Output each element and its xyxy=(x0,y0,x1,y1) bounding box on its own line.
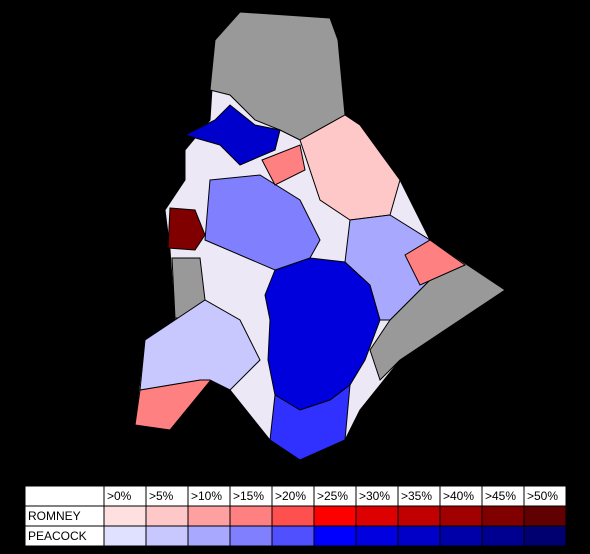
region-northeast xyxy=(299,114,401,221)
legend-threshold: >10% xyxy=(191,489,222,503)
legend-row-label: ROMNEY xyxy=(28,509,81,523)
legend-swatch xyxy=(355,505,399,527)
legend-threshold: >15% xyxy=(233,489,264,503)
legend-swatch xyxy=(397,525,441,547)
legend-header-label-cell xyxy=(24,485,105,507)
legend-swatch xyxy=(145,505,189,527)
legend-swatch xyxy=(313,525,357,547)
legend-swatch xyxy=(103,505,147,527)
legend-swatch xyxy=(481,505,525,527)
legend-swatch xyxy=(523,525,567,547)
legend-swatch xyxy=(187,525,231,547)
legend-swatch xyxy=(103,525,147,547)
county-map xyxy=(134,11,506,461)
region-west-dark xyxy=(167,207,206,251)
legend-swatch xyxy=(481,525,525,547)
region-mid xyxy=(204,174,321,271)
legend-swatch xyxy=(355,525,399,547)
region-south xyxy=(269,383,351,461)
legend-threshold: >35% xyxy=(401,489,432,503)
legend: >0% >5% >10% >15% >20% >25% >30% >35% >40% >45% >5… xyxy=(24,485,567,547)
region-east-red xyxy=(404,239,467,286)
legend-swatch xyxy=(439,505,483,527)
legend-swatch xyxy=(271,525,315,547)
legend-threshold: >45% xyxy=(485,489,516,503)
legend-threshold: >50% xyxy=(527,489,558,503)
legend-threshold: >25% xyxy=(317,489,348,503)
region-north-red xyxy=(261,144,306,186)
legend-swatch xyxy=(313,505,357,527)
legend-threshold: >30% xyxy=(359,489,390,503)
legend-swatch xyxy=(397,505,441,527)
legend-swatch xyxy=(145,525,189,547)
legend-threshold: >20% xyxy=(275,489,306,503)
legend-threshold: >5% xyxy=(149,489,174,503)
legend-swatch xyxy=(229,505,273,527)
legend-swatch xyxy=(271,505,315,527)
legend-row-label: PEACOCK xyxy=(28,529,87,543)
region-eastmid xyxy=(344,214,441,321)
legend-swatch xyxy=(439,525,483,547)
legend-swatch xyxy=(187,505,231,527)
legend-threshold: >40% xyxy=(443,489,474,503)
legend-swatch xyxy=(229,525,273,547)
legend-threshold: >0% xyxy=(107,489,132,503)
region-southwest-mid xyxy=(139,299,261,391)
legend-swatch xyxy=(523,505,567,527)
region-northwest xyxy=(183,104,281,166)
